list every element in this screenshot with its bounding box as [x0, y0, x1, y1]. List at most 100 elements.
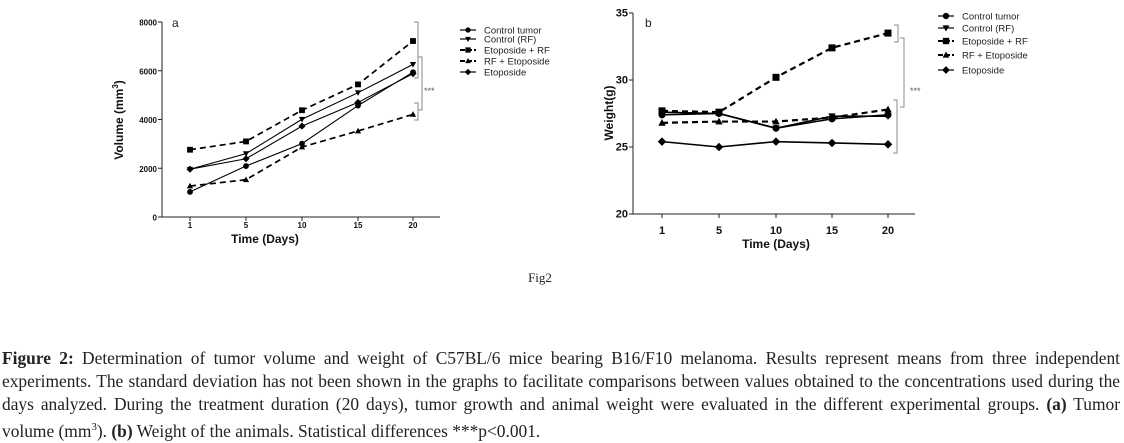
chart-a-x-tick-label: 20: [409, 221, 418, 230]
chart-b-point-rf-etoposide: [884, 105, 892, 113]
chart-a-x-axis-title: Time (Days): [231, 232, 299, 246]
chart-a-y-axis-title-main: Volume (mm: [112, 89, 126, 160]
chart-b-point-control-rf: [772, 125, 780, 133]
chart-a-point-etoposide-rf: [187, 146, 193, 153]
chart-b-series: [657, 29, 893, 152]
chart-a-legend-label-control-rf: Control (RF): [484, 35, 536, 46]
chart-b-point-etoposide-rf: [715, 108, 723, 116]
chart-b-point-rf-etoposide: [772, 117, 780, 125]
chart-b-x-axis-title: Time (Days): [742, 237, 810, 251]
chart-b-point-etoposide: [714, 142, 724, 152]
chart-a-panel-label: a: [172, 16, 179, 30]
chart-a-x-tick-label: 5: [244, 221, 249, 230]
chart-b-point-rf-etoposide: [715, 117, 723, 125]
figure-caption: Figure 2: Determination of tumor volume …: [2, 347, 1120, 443]
chart-a-point-etoposide: [409, 70, 417, 78]
chart-a-legend-label-control-tumor: Control tumor: [484, 26, 542, 37]
chart-b-legend-marker-etoposide: [942, 66, 950, 74]
chart-a-y-tick-label: 0: [153, 214, 158, 223]
chart-b-point-etoposide-rf: [884, 29, 892, 37]
caption-b-label: (b): [111, 420, 133, 441]
chart-a-point-etoposide: [354, 98, 362, 106]
chart-b-y-tick-label: 30: [616, 75, 628, 87]
chart-b-significance-label: ***: [910, 86, 921, 96]
chart-b-significance-bracket: [893, 99, 898, 154]
chart-a-y-axis-title: Volume (mm3): [111, 80, 126, 160]
chart-a-point-rf-etoposide: [242, 176, 250, 183]
chart-b-significance-bracket: [894, 24, 899, 43]
chart-a-point-control-rf: [298, 116, 306, 123]
chart-a-y-tick-label: 4000: [139, 116, 157, 125]
chart-a-y-tick-label: 8000: [139, 19, 157, 28]
chart-b-point-etoposide: [771, 137, 781, 146]
chart-a-series: [186, 38, 417, 195]
chart-a-point-etoposide: [186, 165, 194, 173]
chart-a-series-line-control-rf: [189, 63, 414, 170]
chart-b-significance-brackets: [893, 24, 905, 154]
chart-b-legend-label-etoposide: Etoposide: [962, 66, 1004, 77]
chart-a-point-control-rf: [354, 90, 362, 96]
chart-b-legend-label-rf-etoposide: RF + Etoposide: [962, 51, 1028, 62]
chart-a-y-axis-title-sup: 3: [111, 84, 120, 89]
chart-a-series-line-control-tumor: [189, 71, 414, 193]
chart-b-y-axis-title: Weight(g): [602, 85, 616, 140]
chart-a-point-etoposide-rf: [299, 107, 305, 114]
caption-text-2: Tumor volume (mm: [2, 394, 1120, 441]
chart-a-legend-label-etoposide-rf: Etoposide + RF: [484, 46, 550, 57]
chart-a-point-control-tumor: [243, 163, 249, 169]
chart-a-point-rf-etoposide: [409, 111, 417, 117]
chart-b-legend-marker-control-rf: [942, 25, 950, 32]
chart-a-legend-marker-rf-etoposide: [465, 58, 471, 64]
chart-a-point-control-rf: [409, 62, 417, 68]
chart-b-x-tick-label: 5: [716, 225, 722, 237]
chart-b-y-tick-label: 25: [616, 142, 628, 154]
chart-b-x-tick-label: 20: [882, 225, 894, 237]
chart-b-legend-marker-rf-etoposide: [942, 51, 950, 58]
chart-a-point-control-rf: [242, 151, 250, 157]
caption-superscript: 3: [91, 421, 97, 433]
caption-a-label: (a): [1046, 394, 1067, 414]
chart-b-point-control-rf: [884, 113, 892, 120]
chart-a-point-rf-etoposide: [186, 182, 194, 189]
chart-b-legend-marker-etoposide-rf: [942, 37, 950, 45]
chart-a-y-tick-label: 2000: [139, 165, 157, 174]
chart-a-x-tick-label: 15: [354, 221, 363, 230]
caption-text-3: ).: [96, 420, 112, 441]
chart-a-point-etoposide-rf: [243, 138, 249, 145]
chart-a-y-axis-title-end: ): [112, 80, 126, 84]
chart-a-point-rf-etoposide: [298, 143, 306, 150]
chart-a-point-etoposide: [298, 122, 306, 130]
chart-b-series-line-etoposide-rf: [661, 32, 889, 114]
chart-b-point-etoposide: [883, 140, 893, 149]
chart-b-legend-label-control-tumor: Control tumor: [962, 12, 1020, 23]
chart-b-legend-marker-control-tumor: [942, 12, 950, 20]
chart-a-significance-bracket: [418, 56, 423, 111]
chart-a-point-control-tumor: [187, 188, 193, 195]
figure-label: Fig2: [528, 270, 552, 285]
chart-a-legend-label-rf-etoposide: RF + Etoposide: [484, 57, 550, 68]
caption-title: Figure 2:: [2, 348, 74, 368]
chart-b-point-etoposide: [657, 137, 667, 146]
chart-a-significance-label: ***: [424, 86, 435, 96]
chart-a-significance-brackets: [414, 21, 423, 121]
chart-a-legend-marker-control-tumor: [465, 27, 471, 33]
chart-a-legend-marker-control-rf: [465, 36, 471, 42]
chart-b-legend-label-etoposide-rf: Etoposide + RF: [962, 37, 1028, 48]
chart-b-point-etoposide-rf: [828, 44, 836, 52]
chart-b-panel-label: b: [645, 16, 652, 30]
chart-b-legend-label-control-rf: Control (RF): [962, 24, 1014, 35]
chart-a-point-etoposide-rf: [355, 81, 361, 88]
chart-b-y-tick-label: 20: [616, 209, 628, 221]
chart-b-point-etoposide-rf: [772, 73, 780, 81]
chart-b-x-tick-label: 15: [826, 225, 838, 237]
chart-a-x-tick-label: 10: [298, 221, 307, 230]
chart-a-point-rf-etoposide: [354, 127, 362, 134]
chart-b-significance-bracket: [900, 37, 905, 108]
